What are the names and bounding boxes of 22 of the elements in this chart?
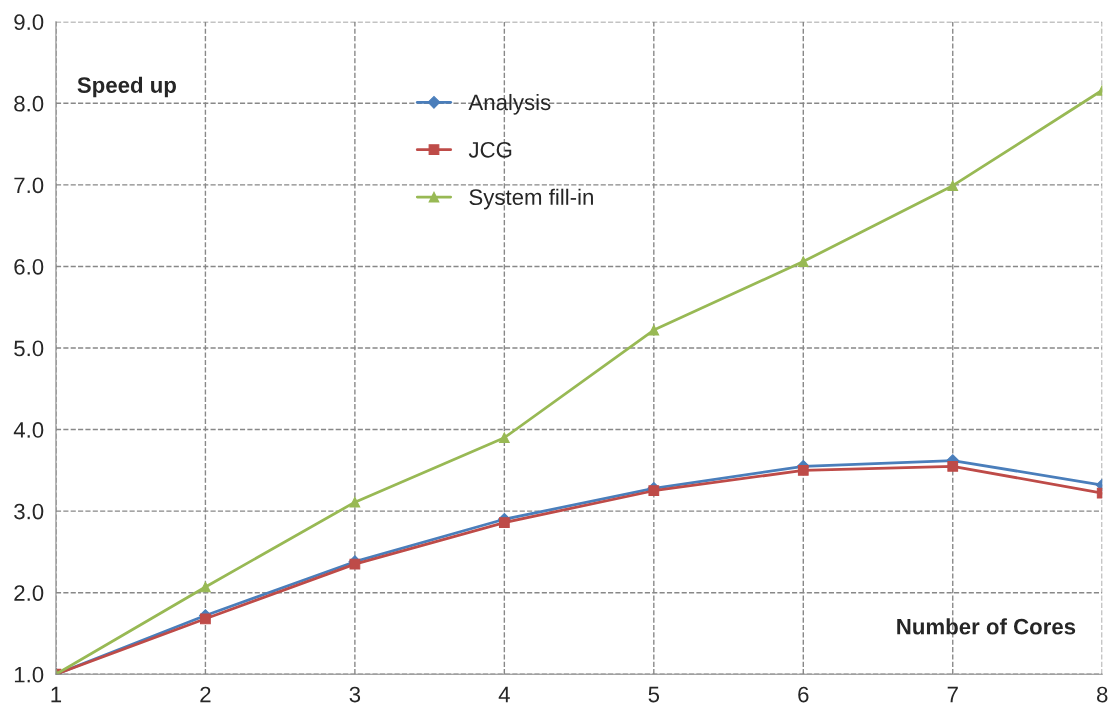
x-tick-label: 6	[798, 686, 809, 703]
x-tick-label: 1	[51, 686, 62, 703]
legend-label: System fill-in	[469, 188, 593, 210]
x-tick-label: 5	[648, 686, 660, 703]
x-tick-label: 3	[349, 686, 361, 703]
y-tick-label: 9.0	[14, 14, 44, 31]
y-tick-label: 3.0	[14, 503, 44, 520]
x-tick-label: 8	[1097, 686, 1108, 703]
x-tick-label: 2	[200, 686, 211, 703]
y-axis-title: Speed up	[77, 76, 176, 98]
y-tick-label: 7.0	[14, 177, 44, 194]
y-tick-label: 1.0	[14, 666, 44, 683]
y-tick-label: 2.0	[14, 585, 44, 601]
x-tick-label: 7	[947, 686, 958, 703]
legend-label: JCG	[468, 141, 512, 158]
x-axis-title: Number of Cores	[897, 618, 1076, 635]
y-tick-label: 8.0	[14, 95, 44, 112]
x-tick-label: 4	[498, 686, 510, 703]
y-tick-label: 5.0	[14, 340, 44, 357]
legend-label: Analysis	[468, 93, 551, 115]
y-tick-label: 6.0	[14, 258, 44, 275]
y-tick-label: 4.0	[13, 422, 44, 438]
